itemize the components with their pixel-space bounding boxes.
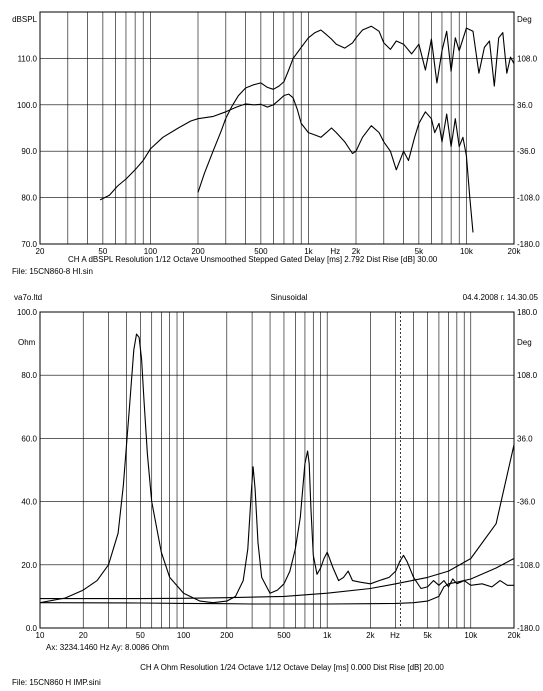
x-tick-label: 50 bbox=[98, 247, 107, 256]
y-left-tick-label: 60.0 bbox=[21, 434, 37, 443]
chart2-file-label: File: 15CN860 H IMP.sini bbox=[12, 678, 101, 687]
y-left-tick-label: 80.0 bbox=[21, 194, 37, 203]
y-right-tick-label: -36.0 bbox=[517, 147, 536, 156]
x-tick-label: 5k bbox=[415, 247, 424, 256]
x-tick-label: 10k bbox=[464, 631, 478, 640]
y-left-tick-label: 100.0 bbox=[17, 308, 38, 317]
chart2-title: Sinusoidal bbox=[271, 293, 308, 302]
x-tick-label: 1k bbox=[304, 247, 313, 256]
y-right-unit-label: Deg bbox=[517, 338, 532, 347]
x-tick-label: Hz bbox=[390, 631, 400, 640]
cursor-readout: Ax: 3234.1460 Hz Ay: 8.0086 Ohm bbox=[46, 643, 169, 652]
y-left-tick-label: 70.0 bbox=[21, 240, 37, 249]
x-tick-label: 50 bbox=[136, 631, 145, 640]
series-line-2 bbox=[40, 444, 515, 600]
chart-2 bbox=[39, 311, 515, 629]
y-right-tick-label: 108.0 bbox=[517, 371, 538, 380]
y-right-unit-label: Deg bbox=[517, 15, 532, 24]
y-left-unit-label: dBSPL bbox=[12, 15, 37, 24]
y-left-tick-label: 110.0 bbox=[18, 54, 38, 63]
chart2-company-label: va7o.ltd bbox=[14, 293, 42, 302]
y-left-tick-label: 40.0 bbox=[21, 498, 37, 507]
chart1-file-label: File: 15CN860-8 HI.sin bbox=[12, 267, 93, 276]
x-tick-label: 20k bbox=[508, 247, 522, 256]
y-right-tick-label: -108.0 bbox=[517, 194, 540, 203]
x-tick-label: 200 bbox=[220, 631, 234, 640]
x-tick-label: 20k bbox=[508, 631, 522, 640]
chart2-footer-text: CH A Ohm Resolution 1/24 Octave 1/12 Oct… bbox=[140, 663, 444, 672]
series-line-1 bbox=[99, 93, 474, 233]
x-tick-label: 20 bbox=[79, 631, 88, 640]
x-tick-label: 2k bbox=[366, 631, 375, 640]
y-left-tick-label: 100.0 bbox=[17, 101, 38, 110]
x-tick-label: 10 bbox=[36, 631, 45, 640]
x-tick-label: 100 bbox=[144, 247, 158, 256]
y-left-tick-label: 90.0 bbox=[21, 147, 37, 156]
y-left-tick-label: 20.0 bbox=[21, 561, 37, 570]
y-right-tick-label: 36.0 bbox=[517, 434, 533, 443]
x-tick-label: 100 bbox=[177, 631, 191, 640]
y-right-tick-label: -180.0 bbox=[517, 240, 540, 249]
x-tick-label: 1k bbox=[323, 631, 332, 640]
x-tick-label: 5k bbox=[423, 631, 432, 640]
y-right-tick-label: -180.0 bbox=[517, 624, 540, 633]
y-right-tick-label: 36.0 bbox=[517, 101, 533, 110]
x-tick-label: 500 bbox=[277, 631, 291, 640]
y-left-tick-label: 80.0 bbox=[21, 371, 37, 380]
series-line-2 bbox=[197, 25, 515, 193]
y-right-tick-label: -108.0 bbox=[517, 561, 540, 570]
x-tick-label: 20 bbox=[36, 247, 45, 256]
series-line-1 bbox=[39, 333, 514, 604]
x-tick-label: 500 bbox=[254, 247, 268, 256]
x-tick-label: 200 bbox=[191, 247, 205, 256]
x-tick-label: Hz bbox=[330, 247, 340, 256]
plot-frame bbox=[39, 311, 515, 629]
y-right-tick-label: 108.0 bbox=[517, 54, 538, 63]
chart-1 bbox=[39, 11, 515, 245]
y-right-tick-label: 180.0 bbox=[517, 308, 538, 317]
y-left-tick-label: 0.0 bbox=[26, 624, 38, 633]
y-left-unit-label: Ohm bbox=[18, 338, 36, 347]
chart2-datetime-label: 04.4.2008 г. 14.30.05 bbox=[463, 293, 539, 302]
plot-frame bbox=[39, 11, 515, 245]
x-tick-label: 2k bbox=[352, 247, 361, 256]
chart1-footer-text: CH A dBSPL Resolution 1/12 Octave Unsmoo… bbox=[68, 255, 438, 264]
series-line-3 bbox=[39, 558, 515, 605]
y-right-tick-label: -36.0 bbox=[517, 498, 536, 507]
x-tick-label: 10k bbox=[460, 247, 474, 256]
